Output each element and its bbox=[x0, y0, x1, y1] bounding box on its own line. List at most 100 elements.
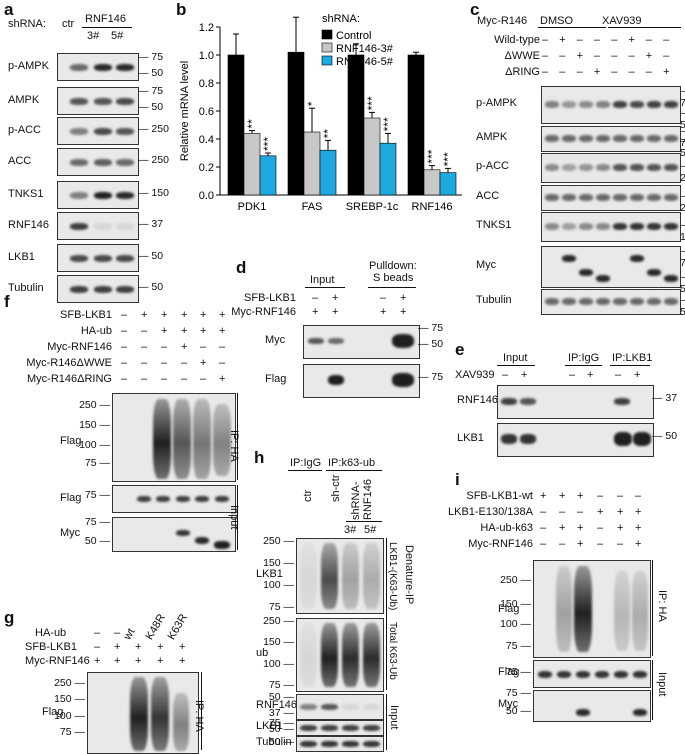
blot-label: Flag bbox=[42, 706, 64, 718]
sign-mark: – bbox=[663, 34, 670, 46]
sign-mark: + bbox=[181, 325, 188, 337]
western-blot bbox=[296, 538, 384, 614]
blot-label: RNF146 bbox=[8, 219, 49, 231]
panel-b-letter: b bbox=[176, 0, 187, 19]
blot-band bbox=[664, 164, 678, 171]
sign-mark: + bbox=[400, 292, 407, 304]
blot-label: Myc bbox=[476, 259, 497, 271]
sign-mark: + bbox=[663, 66, 670, 78]
mw-marker: — 50 bbox=[680, 135, 685, 159]
blot-band bbox=[630, 194, 644, 201]
blot-band bbox=[596, 223, 610, 230]
mw-marker: 75 — bbox=[84, 516, 110, 528]
blot-band bbox=[116, 159, 134, 166]
row-label: HA-ub bbox=[35, 627, 67, 639]
blot-label: Tubulin bbox=[476, 294, 512, 306]
western-blot bbox=[541, 289, 681, 315]
lane-label: sh-ctr bbox=[330, 474, 342, 503]
blot-label: RNF146 bbox=[457, 394, 498, 406]
western-blot bbox=[112, 393, 236, 482]
ubiquitin-smear bbox=[300, 543, 317, 609]
blot-band bbox=[136, 496, 151, 502]
sign-mark: + bbox=[559, 34, 566, 46]
blot-band bbox=[647, 101, 661, 108]
sign-mark: – bbox=[542, 50, 549, 62]
mw-marker: 150 — bbox=[263, 557, 294, 569]
blot-band bbox=[613, 223, 627, 230]
blot-band bbox=[613, 194, 627, 201]
blot-band bbox=[596, 194, 610, 201]
sign-mark: + bbox=[179, 641, 186, 653]
mw-marker: — 150 bbox=[138, 187, 169, 199]
blot-band bbox=[214, 541, 230, 549]
blot-band bbox=[545, 164, 559, 171]
blot-band bbox=[579, 135, 593, 142]
blot-band bbox=[579, 298, 593, 305]
bracket bbox=[201, 672, 202, 750]
sign-mark: + bbox=[181, 341, 188, 353]
blot-band bbox=[630, 298, 644, 305]
sign-mark: + bbox=[576, 50, 584, 62]
sign-mark: – bbox=[611, 50, 618, 62]
panel-e-letter: e bbox=[455, 340, 465, 359]
divider bbox=[610, 365, 650, 366]
bar bbox=[303, 131, 321, 196]
mw-marker: — 75 bbox=[680, 125, 685, 149]
blot-band bbox=[562, 101, 576, 108]
sign-mark: + bbox=[114, 655, 121, 667]
mw-marker: 50 — bbox=[268, 736, 294, 748]
mw-marker: — 50 bbox=[138, 281, 164, 293]
sign-mark: + bbox=[114, 641, 121, 653]
blot-band bbox=[647, 194, 661, 201]
panel-f-letter: f bbox=[4, 292, 10, 311]
western-blot bbox=[57, 181, 139, 209]
ubiquitin-smear bbox=[173, 693, 189, 751]
ubiquitin-smear bbox=[130, 677, 148, 751]
sign-mark: + bbox=[628, 34, 635, 46]
significance-mark: *** bbox=[441, 152, 455, 166]
blot-band bbox=[342, 725, 359, 731]
blot-band bbox=[520, 434, 536, 444]
blot-band bbox=[596, 275, 610, 282]
mw-marker: 37 — bbox=[268, 707, 294, 719]
blot-label: Tubulin bbox=[8, 282, 44, 294]
blot-band bbox=[664, 298, 678, 305]
ubiquitin-smear bbox=[556, 566, 572, 652]
blot-band bbox=[321, 741, 338, 747]
sign-mark: – bbox=[628, 50, 635, 62]
panel-h-letter: h bbox=[254, 448, 265, 467]
bracket bbox=[652, 660, 653, 720]
mw-marker: — 75 bbox=[138, 51, 164, 63]
legend-label: Control bbox=[336, 30, 371, 42]
bracket bbox=[237, 393, 238, 480]
row-label: Myc-RNF146 bbox=[231, 306, 296, 318]
y-tick-label: 0.0 bbox=[199, 190, 214, 202]
side-label: Denature-IP bbox=[403, 545, 415, 605]
sign-mark: + bbox=[157, 641, 164, 653]
mw-marker: 50 — bbox=[84, 535, 110, 547]
bar bbox=[423, 169, 441, 196]
sign-mark: – bbox=[219, 341, 226, 353]
blot-band bbox=[647, 269, 661, 276]
sign-mark: + bbox=[400, 306, 407, 318]
bar bbox=[287, 51, 305, 196]
western-blot bbox=[497, 423, 654, 457]
blot-band bbox=[630, 135, 644, 142]
sign-mark: + bbox=[559, 522, 566, 534]
side-label: Input bbox=[656, 672, 668, 697]
blot-band bbox=[562, 298, 576, 305]
blot-label: LKB1 bbox=[256, 568, 283, 580]
row-label: HA-ub-k63 bbox=[480, 522, 533, 534]
sign-mark: – bbox=[200, 373, 207, 385]
significance-mark: *** bbox=[365, 96, 379, 110]
sign-mark: + bbox=[577, 538, 584, 550]
y-axis-label: Relative mRNA level bbox=[179, 61, 191, 161]
blot-label: TNKS1 bbox=[476, 219, 512, 231]
row-label: Myc-RNF146 bbox=[47, 341, 112, 353]
sign-mark: + bbox=[577, 490, 584, 502]
panel-g-letter: g bbox=[4, 608, 15, 627]
blot-band bbox=[392, 373, 414, 387]
sign-mark: + bbox=[219, 373, 226, 385]
sign-mark: – bbox=[628, 66, 635, 78]
blot-band bbox=[175, 496, 190, 502]
